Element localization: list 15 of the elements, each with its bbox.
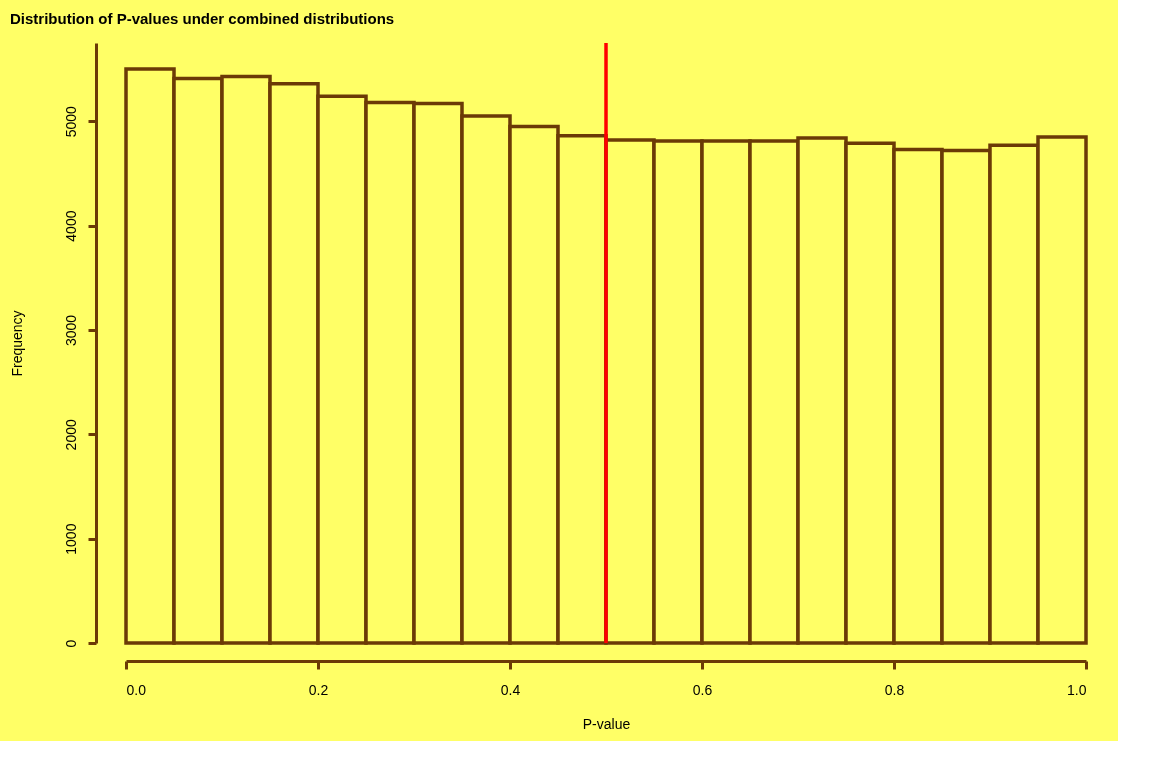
y-axis-title: Frequency: [8, 310, 25, 377]
x-tick-label: 0.6: [692, 681, 713, 698]
x-tick-label: 0.8: [884, 681, 905, 698]
y-tick-label: 3000: [62, 314, 79, 347]
y-tick-label: 2000: [62, 419, 79, 451]
y-tick-label: 0: [62, 639, 79, 648]
x-tick-label: 0.4: [500, 681, 521, 698]
x-axis-title: P-value: [582, 715, 631, 732]
chart-title: Distribution of P-values under combined distributions: [10, 10, 395, 28]
x-tick-label: 0.0: [126, 681, 147, 698]
y-tick-label: 5000: [62, 105, 79, 138]
y-tick-label: 1000: [62, 523, 79, 555]
x-tick-label: 0.2: [308, 681, 329, 698]
y-tick-label: 4000: [62, 210, 79, 242]
x-tick-label: 1.0: [1067, 681, 1087, 698]
